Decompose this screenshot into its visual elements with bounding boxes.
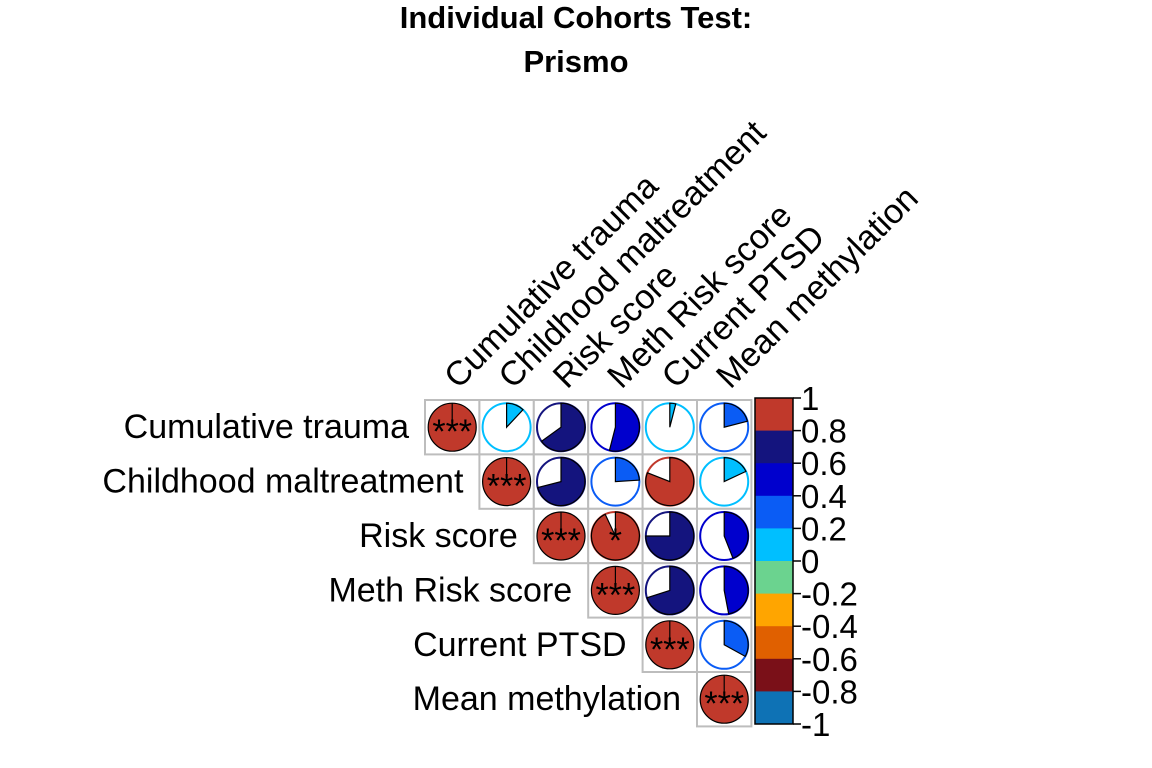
- correlation-cell: *: [587, 507, 644, 565]
- correlation-cell: ***: [478, 453, 535, 510]
- correlation-cell: [587, 399, 644, 456]
- correlation-cell: [641, 399, 698, 456]
- legend-swatch: [755, 561, 793, 595]
- legend-tick-label: 0.6: [801, 445, 847, 482]
- correlation-cell: ***: [532, 507, 590, 565]
- legend-swatch: [755, 658, 793, 692]
- legend-tick-label: 0: [801, 543, 819, 580]
- pie-slice: [723, 402, 749, 428]
- correlation-cell: ***: [641, 616, 698, 673]
- pie-slice: [669, 402, 677, 428]
- legend-tick-label: 0.4: [801, 478, 847, 515]
- correlation-cell: ***: [587, 562, 644, 619]
- legend-tick-label: 0.2: [801, 510, 847, 547]
- row-label: Current PTSD: [413, 626, 627, 664]
- pie-slice: [537, 456, 586, 507]
- correlation-cell: [696, 562, 753, 619]
- significance-label: ***: [487, 468, 527, 506]
- significance-label: ***: [650, 631, 690, 669]
- correlation-cell: [696, 453, 753, 510]
- pie-slice: [646, 565, 695, 615]
- pie-slice: [723, 620, 749, 658]
- pie-slice: [540, 402, 586, 452]
- correlation-cell: [641, 562, 698, 619]
- correlation-cell: [478, 399, 535, 456]
- correlation-cell: [641, 453, 698, 510]
- row-label: Mean methylation: [413, 680, 681, 718]
- legend-tick-label: 1: [801, 380, 819, 417]
- pie-slice: [645, 511, 695, 561]
- pie-slice: [608, 402, 640, 452]
- legend-swatch: [755, 398, 793, 432]
- row-label: Meth Risk score: [328, 571, 572, 609]
- pie-slice: [723, 511, 749, 560]
- correlation-cells: ********* **********: [424, 399, 753, 728]
- pie-slice: [723, 456, 747, 483]
- correlation-cell: [532, 453, 590, 510]
- pie-slice: [506, 402, 524, 429]
- row-label: Risk score: [359, 517, 518, 555]
- legend-swatch: [755, 593, 793, 627]
- pie-slice: [614, 456, 640, 483]
- pie-slice: [723, 565, 749, 615]
- legend-tick-label: -0.4: [801, 608, 858, 645]
- row-label: Cumulative trauma: [124, 408, 409, 446]
- correlation-cell: ***: [424, 399, 481, 456]
- legend-tick-label: 0.8: [801, 413, 847, 450]
- legend-tick-label: -1: [801, 706, 830, 743]
- legend-tick-label: -0.2: [801, 576, 858, 613]
- legend-tick-label: -0.8: [801, 673, 858, 710]
- correlation-cell: [696, 399, 753, 456]
- correlation-cell: [532, 399, 590, 456]
- correlation-cell: [696, 616, 753, 673]
- legend-swatch: [755, 495, 793, 529]
- significance-label: ***: [541, 522, 581, 560]
- correlation-cell: [587, 453, 644, 510]
- pie-slice: [645, 456, 695, 507]
- pie-slice: [590, 511, 640, 561]
- row-label: Childhood maltreatment: [102, 463, 464, 501]
- significance-label: *: [609, 522, 622, 560]
- row-labels: Cumulative trauma Childhood maltreatment R…: [102, 408, 681, 718]
- legend-swatch: [755, 528, 793, 562]
- legend-swatch: [755, 430, 793, 464]
- legend-tick-label: -0.6: [801, 641, 858, 678]
- legend-swatch: [755, 626, 793, 660]
- color-legend: 10.80.60.40.20-0.2-0.4-0.6-0.8-1: [754, 380, 858, 743]
- chart-title-line-1: Individual Cohorts Test:: [399, 0, 753, 35]
- significance-label: ***: [704, 685, 744, 723]
- correlation-cell: [641, 507, 698, 565]
- significance-label: ***: [432, 413, 472, 451]
- chart-title-line-2: Prismo: [523, 44, 629, 79]
- correlation-cell: [696, 507, 753, 565]
- correlation-cell: ***: [696, 671, 753, 728]
- legend-swatch: [755, 463, 793, 497]
- legend-swatch: [755, 691, 793, 725]
- significance-label: ***: [596, 576, 636, 614]
